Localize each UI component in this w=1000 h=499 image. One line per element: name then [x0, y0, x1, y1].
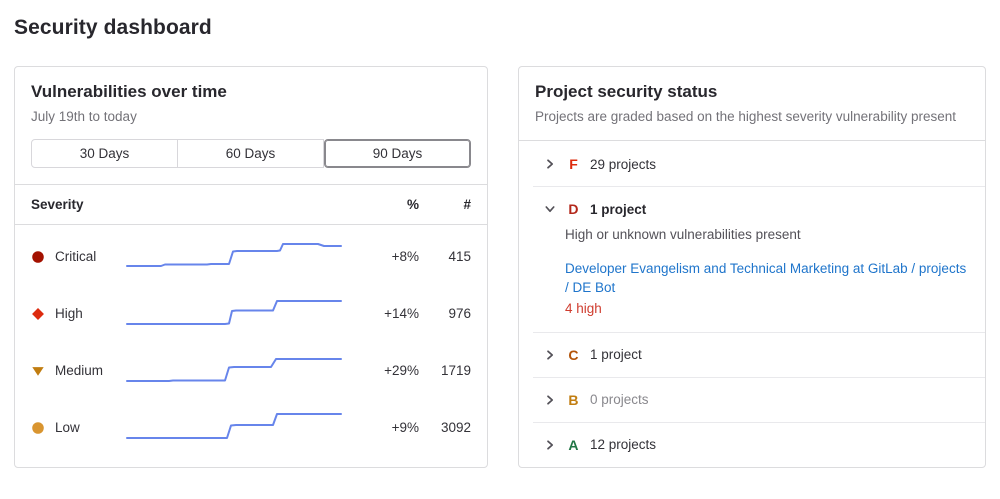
vuln-card-header: Vulnerabilities over time July 19th to t…	[15, 67, 487, 184]
grade-row-f[interactable]: F 29 projects	[519, 141, 985, 186]
severity-count: 976	[448, 306, 471, 321]
grade-item-b: B 0 projects	[519, 376, 985, 422]
severity-percent-change: +8%	[391, 249, 419, 264]
severity-column-header: Severity	[31, 197, 84, 212]
grade-letter: B	[568, 391, 579, 408]
grade-project-count: 1 project	[589, 347, 642, 363]
severity-label: Low	[55, 420, 80, 435]
vulnerabilities-over-time-card: Vulnerabilities over time July 19th to t…	[14, 66, 488, 468]
grade-list: F 29 projects D 1 project High or unknown vu…	[518, 140, 985, 467]
severity-percent-change: +29%	[384, 363, 419, 378]
project-link[interactable]: Developer Evangelism and Technical Marke…	[564, 261, 967, 295]
severity-high-icon	[31, 307, 47, 321]
grade-letter: A	[568, 436, 579, 453]
severity-medium-icon	[31, 364, 47, 378]
chevron-down-icon	[544, 203, 556, 215]
severity-row-critical: Critical +8% 415	[31, 228, 471, 285]
grade-project-count: 1 project	[589, 201, 647, 217]
time-range-button-90-days[interactable]: 90 Days	[324, 139, 471, 168]
count-column-header: #	[463, 197, 471, 212]
project-security-status-card: Project security status Projects are gra…	[517, 66, 986, 468]
grade-letter: F	[569, 156, 578, 172]
severity-table-header: Severity % #	[15, 184, 487, 225]
severity-label: High	[55, 306, 83, 321]
project-vulnerability-count: 4 high	[564, 300, 602, 316]
severity-row-low: Low +9% 3092	[31, 399, 471, 456]
severity-label: Critical	[55, 249, 97, 264]
vuln-card-date-range: July 19th to today	[31, 109, 137, 124]
chevron-right-icon	[544, 158, 556, 170]
chevron-right-icon	[544, 439, 556, 451]
severity-rows: Critical +8% 415 High +14% 976 Medium +29% 1719 L…	[15, 225, 487, 456]
dashboard-panels: Vulnerabilities over time July 19th to t…	[14, 66, 986, 468]
severity-sparkline	[126, 357, 342, 382]
severity-percent-change: +9%	[391, 420, 419, 435]
severity-count: 3092	[440, 420, 471, 435]
grade-row-b[interactable]: B 0 projects	[519, 377, 985, 422]
grade-item-d: D 1 project High or unknown vulnerabilitie…	[519, 186, 985, 332]
grade-project-count: 0 projects	[589, 392, 649, 408]
grade-item-a: A 12 projects	[519, 421, 985, 467]
grade-details: High or unknown vulnerabilities present D…	[565, 227, 969, 332]
chevron-right-icon	[544, 349, 556, 361]
grade-description: High or unknown vulnerabilities present	[564, 227, 801, 242]
severity-percent-change: +14%	[384, 306, 419, 321]
page-title: Security dashboard	[14, 16, 212, 39]
grade-item-c: C 1 project	[519, 331, 985, 377]
severity-sparkline	[126, 412, 342, 439]
severity-row-medium: Medium +29% 1719	[31, 342, 471, 399]
severity-sparkline	[126, 242, 342, 267]
grade-project-count: 12 projects	[589, 437, 657, 453]
severity-sparkline	[126, 299, 342, 325]
severity-label: Medium	[55, 363, 104, 378]
time-range-button-30-days[interactable]: 30 Days	[31, 139, 178, 168]
status-card-title: Project security status	[534, 82, 718, 101]
grade-row-c[interactable]: C 1 project	[519, 332, 985, 377]
severity-row-high: High +14% 976	[31, 285, 471, 342]
grade-row-d[interactable]: D 1 project	[519, 186, 985, 231]
grade-item-f: F 29 projects	[519, 141, 985, 186]
time-range-button-60-days[interactable]: 60 Days	[178, 139, 324, 168]
vuln-card-title: Vulnerabilities over time	[31, 82, 227, 101]
chevron-right-icon	[544, 394, 556, 406]
time-range-selector: 30 Days 60 Days 90 Days	[31, 139, 471, 168]
severity-critical-icon	[31, 250, 47, 264]
status-card-subtitle: Projects are graded based on the highest…	[534, 109, 956, 124]
grade-letter: C	[568, 346, 579, 363]
status-card-header: Project security status Projects are gra…	[519, 67, 985, 140]
severity-count: 415	[448, 249, 471, 264]
severity-low-icon	[31, 421, 47, 435]
grade-row-a[interactable]: A 12 projects	[519, 422, 985, 467]
grade-project-count: 29 projects	[589, 156, 657, 172]
severity-count: 1719	[440, 363, 471, 378]
grade-letter: D	[568, 201, 579, 217]
percent-column-header: %	[406, 197, 419, 212]
